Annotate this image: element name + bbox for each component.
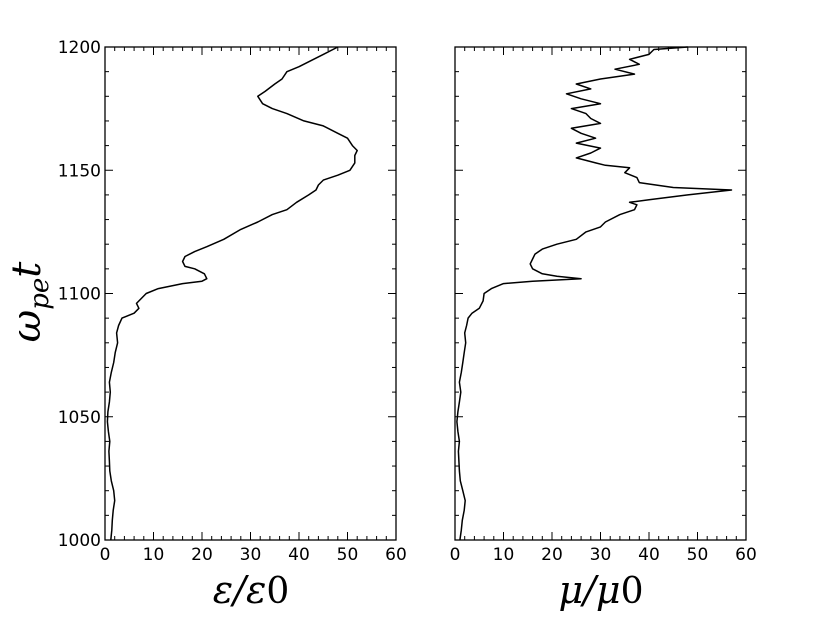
- y-axis-label: ωpet: [4, 261, 55, 343]
- x-tick-label: 20: [191, 545, 213, 565]
- x-tick-label: 50: [687, 545, 709, 565]
- y-tick-label: 1000: [58, 531, 101, 551]
- x-tick-label: 10: [493, 545, 515, 565]
- x-tick-label: 60: [735, 545, 757, 565]
- x-axis-label: ε/ε0: [213, 568, 290, 612]
- panel-right: 0 10 20 30 40 50 60 μ/μ0: [450, 46, 757, 612]
- x-tick-label: 0: [450, 545, 461, 565]
- x-tick-label: 0: [100, 545, 111, 565]
- x-tick-label: 30: [240, 545, 262, 565]
- x-tick-label: 60: [385, 545, 407, 565]
- y-tick-label: 1100: [58, 285, 101, 305]
- x-tick-label: 20: [541, 545, 563, 565]
- series-line: [456, 46, 733, 541]
- x-tick-label: 30: [590, 545, 612, 565]
- series-line: [106, 46, 358, 541]
- x-axis-label: μ/μ0: [558, 568, 643, 612]
- plot-frame: [454, 46, 747, 541]
- x-tick-label: 50: [337, 545, 359, 565]
- panel-left: 0 10 20 30 40 50 60 1000 1050 1100 1150 1200 ε/ε0: [58, 38, 407, 612]
- y-tick-label: 1050: [58, 408, 101, 428]
- x-tick-label: 40: [288, 545, 310, 565]
- x-tick-label: 10: [143, 545, 165, 565]
- y-tick-label: 1150: [58, 161, 101, 181]
- x-tick-label: 40: [638, 545, 660, 565]
- y-tick-label: 1200: [58, 38, 101, 58]
- plot-frame: [104, 46, 397, 541]
